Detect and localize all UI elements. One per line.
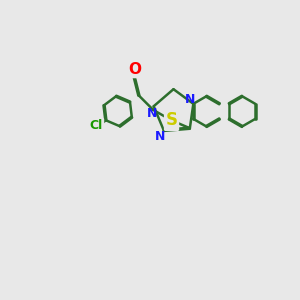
Text: N: N	[185, 93, 196, 106]
Text: N: N	[147, 107, 158, 120]
Text: S: S	[166, 111, 178, 129]
Text: O: O	[129, 62, 142, 77]
Text: Cl: Cl	[90, 119, 103, 132]
Text: N: N	[155, 130, 165, 143]
